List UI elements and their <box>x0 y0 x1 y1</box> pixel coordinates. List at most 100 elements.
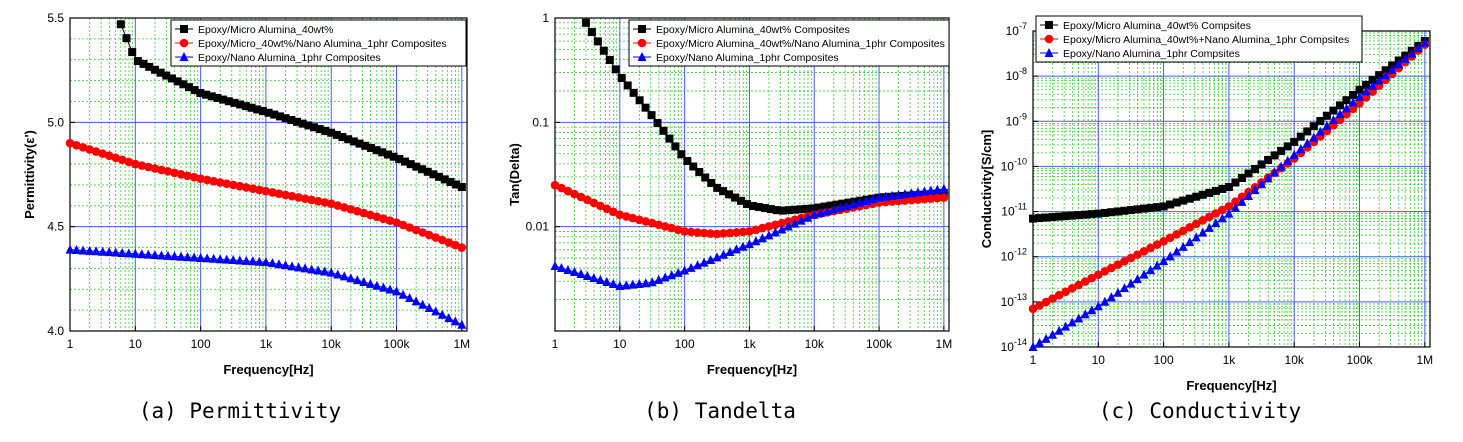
data-point <box>258 107 267 116</box>
data-point <box>1035 337 1045 347</box>
data-point <box>344 135 353 144</box>
data-point <box>1328 114 1338 124</box>
data-point <box>254 256 264 266</box>
y-tick-label: 10-12 <box>1001 247 1027 264</box>
data-point <box>926 185 936 195</box>
x-tick-label: 1M <box>1416 353 1433 367</box>
data-point <box>1126 206 1135 215</box>
data-point <box>1061 212 1070 221</box>
data-point <box>680 265 690 275</box>
data-point <box>190 86 199 95</box>
data-point <box>315 125 324 134</box>
data-point <box>900 189 910 199</box>
data-point <box>1146 203 1155 212</box>
data-point <box>1152 240 1162 249</box>
legend-marker <box>179 52 189 61</box>
data-point <box>608 278 618 288</box>
data-point <box>677 150 686 159</box>
data-point <box>1166 200 1175 209</box>
y-tick-label: 1 <box>542 11 549 25</box>
data-point <box>881 191 891 201</box>
data-point <box>1185 237 1195 247</box>
data-point <box>170 168 179 178</box>
data-point <box>222 179 232 188</box>
data-point <box>72 245 82 255</box>
data-point <box>1296 144 1306 154</box>
data-point <box>1316 117 1325 126</box>
data-point <box>150 65 159 74</box>
data-point <box>196 174 205 183</box>
data-point <box>641 103 650 112</box>
data-point <box>1133 250 1142 259</box>
data-point <box>411 225 421 235</box>
data-point <box>589 198 599 208</box>
data-point <box>1309 132 1319 142</box>
data-point <box>139 59 148 68</box>
data-point <box>932 184 942 194</box>
data-point <box>385 216 395 225</box>
data-point <box>372 146 381 155</box>
data-point <box>326 199 336 209</box>
data-point <box>207 92 216 101</box>
data-point <box>169 251 179 261</box>
data-point <box>1237 192 1247 202</box>
data-point <box>1302 138 1312 148</box>
data-point <box>900 196 910 205</box>
data-point <box>122 34 131 43</box>
data-point <box>1035 301 1044 310</box>
data-point <box>1315 126 1325 136</box>
data-point <box>693 228 702 237</box>
data-point <box>411 296 421 306</box>
data-point <box>424 230 434 240</box>
data-point <box>1198 190 1207 199</box>
data-point <box>1081 210 1090 219</box>
legend: Epoxy/Micro Alumina_40wt% Epoxy/Micro_40w… <box>170 19 467 67</box>
data-point <box>128 48 137 57</box>
data-point <box>179 80 188 89</box>
data-point <box>1270 151 1279 160</box>
data-point <box>78 245 88 255</box>
data-point <box>745 227 754 236</box>
data-point <box>437 309 447 319</box>
data-point <box>1074 280 1084 290</box>
data-point <box>435 172 444 181</box>
data-point <box>1231 178 1240 187</box>
data-point <box>706 254 716 264</box>
data-point <box>772 206 781 215</box>
data-point <box>1179 196 1188 205</box>
data-point <box>372 280 382 290</box>
data-point <box>124 157 134 167</box>
data-point <box>1159 202 1168 211</box>
legend-marker <box>180 25 188 33</box>
data-point <box>939 189 948 198</box>
y-tick-label: 0.1 <box>532 115 549 129</box>
data-point <box>725 228 735 238</box>
data-point <box>228 255 238 265</box>
series-3 <box>65 244 467 329</box>
data-point <box>1080 277 1090 286</box>
x-tick-label: 10k <box>1285 353 1305 367</box>
data-point <box>359 208 369 218</box>
x-tick-label: 10k <box>805 337 825 351</box>
data-point <box>444 238 454 247</box>
data-point <box>320 198 329 207</box>
data-point <box>395 155 404 164</box>
data-point <box>906 188 916 198</box>
data-point <box>202 253 212 263</box>
x-tick-label: 1k <box>260 337 274 351</box>
data-point <box>189 252 199 262</box>
data-point <box>353 206 362 216</box>
data-point <box>757 233 767 243</box>
data-point <box>1191 219 1201 229</box>
data-point <box>693 260 703 270</box>
data-point <box>398 289 408 299</box>
data-point <box>1342 96 1351 105</box>
data-point <box>790 205 799 214</box>
data-point <box>163 167 173 176</box>
data-point <box>673 225 683 235</box>
data-point <box>1211 186 1220 195</box>
chart-panel-3: 1 10 100 1k 10k 100k 1M Frequency[Hz] 10-14 10-13… <box>979 15 1433 423</box>
data-point <box>784 217 793 226</box>
data-point <box>274 189 284 198</box>
legend-marker <box>637 38 647 48</box>
